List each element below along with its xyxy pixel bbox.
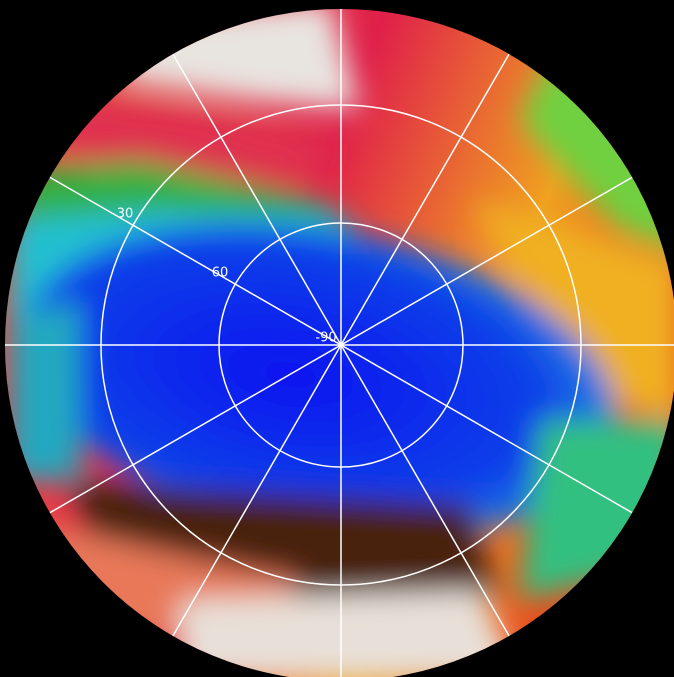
latitude-label: 60 [212, 266, 229, 281]
latitude-label: -90 [315, 331, 336, 346]
latitude-label: 30 [117, 207, 134, 222]
